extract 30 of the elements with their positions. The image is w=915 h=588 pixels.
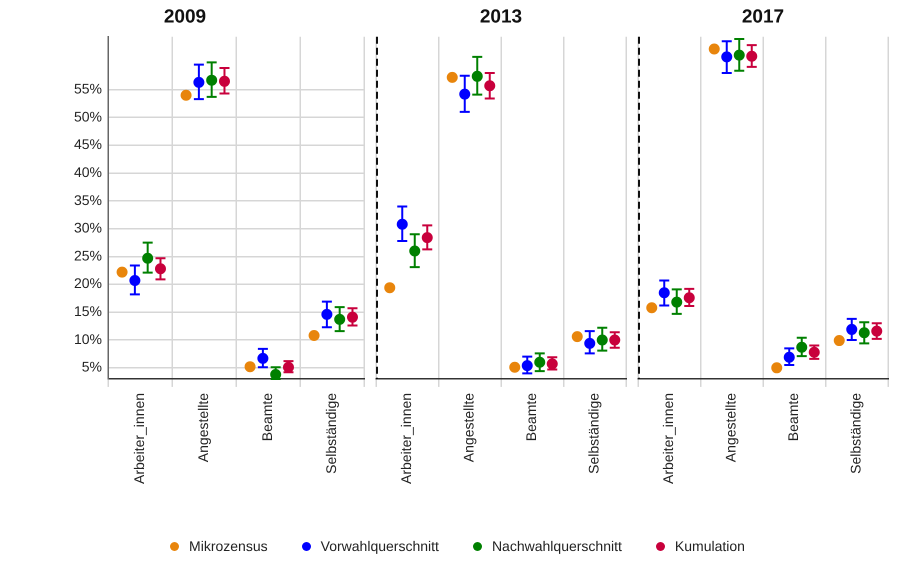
chart-title: 2009 [164, 6, 206, 28]
x-tick-label: Selbständige [848, 392, 864, 474]
y-tick-label: 30% [74, 220, 102, 236]
legend-label: Vorwahlquerschnitt [320, 538, 439, 554]
legend-label: Kumulation [674, 538, 745, 554]
y-tick-label: 15% [74, 303, 102, 320]
y-tick-label: 25% [74, 247, 102, 264]
y-tick-label: 50% [74, 108, 102, 124]
y-tick-label: 55% [74, 80, 102, 97]
x-tick-label: Arbeiter_innen [660, 392, 676, 484]
chart-title: 2017 [742, 6, 784, 28]
chart-title: 2013 [480, 6, 522, 28]
x-tick-label: Arbeiter_innen [130, 392, 147, 484]
legend-label: Mikrozensus [189, 538, 268, 554]
x-tick-label: Selbständige [586, 392, 602, 474]
y-tick-label: 45% [74, 136, 102, 152]
legend-label: Nachwahlquerschnitt [492, 538, 622, 554]
x-tick-label: Angestellte [722, 392, 739, 462]
y-tick-label: 20% [74, 275, 102, 292]
x-tick-label: Beamte [258, 392, 275, 442]
y-tick-label: 35% [74, 192, 102, 208]
x-tick-label: Beamte [785, 392, 802, 442]
y-tick-label: 10% [74, 330, 102, 347]
x-tick-label: Angestellte [460, 392, 477, 462]
y-tick-label: 40% [74, 164, 102, 180]
x-tick-label: Arbeiter_innen [398, 392, 414, 484]
y-tick-label: 5% [82, 358, 102, 375]
x-tick-label: Beamte [523, 392, 540, 442]
x-tick-label: Selbständige [322, 392, 339, 474]
x-tick-label: Angestellte [194, 392, 211, 462]
